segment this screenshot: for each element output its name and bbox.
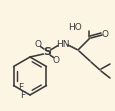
Text: F: F [18, 83, 23, 92]
Text: S: S [43, 47, 51, 57]
Text: O: O [34, 40, 41, 49]
Text: HN: HN [56, 40, 69, 49]
Text: HO: HO [68, 23, 81, 32]
Text: O: O [101, 30, 108, 39]
Text: F: F [20, 90, 25, 99]
Text: O: O [52, 56, 59, 64]
